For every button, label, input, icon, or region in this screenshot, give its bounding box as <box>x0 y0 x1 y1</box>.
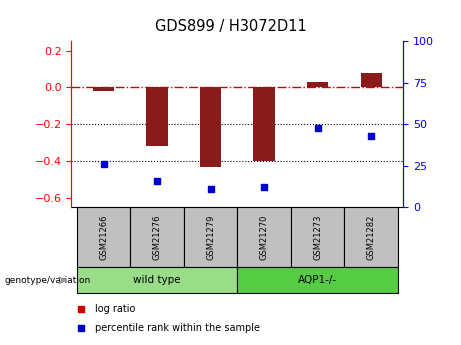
Bar <box>254 87 275 161</box>
Text: GDS899 / H3072D11: GDS899 / H3072D11 <box>154 19 307 34</box>
Bar <box>237 207 291 267</box>
Bar <box>361 73 382 87</box>
Bar <box>77 267 237 293</box>
Point <box>78 306 85 312</box>
Text: log ratio: log ratio <box>95 304 135 314</box>
Bar <box>93 87 114 91</box>
Point <box>78 325 85 331</box>
Text: GSM21276: GSM21276 <box>153 215 162 260</box>
Text: GSM21270: GSM21270 <box>260 215 269 260</box>
Bar <box>200 87 221 167</box>
Bar <box>147 87 168 146</box>
Text: GSM21273: GSM21273 <box>313 215 322 260</box>
Bar <box>291 207 344 267</box>
Point <box>100 161 107 167</box>
Text: wild type: wild type <box>133 275 181 285</box>
Text: percentile rank within the sample: percentile rank within the sample <box>95 323 260 333</box>
Point <box>154 178 161 183</box>
Bar <box>237 267 398 293</box>
Text: genotype/variation: genotype/variation <box>5 276 91 285</box>
Point <box>367 133 375 139</box>
Text: AQP1-/-: AQP1-/- <box>298 275 337 285</box>
Point <box>314 125 321 130</box>
Text: GSM21266: GSM21266 <box>99 215 108 260</box>
Text: GSM21282: GSM21282 <box>367 215 376 260</box>
Point <box>260 184 268 190</box>
Bar <box>77 207 130 267</box>
Bar <box>130 207 184 267</box>
Bar <box>184 207 237 267</box>
Point <box>207 186 214 191</box>
Bar <box>307 82 328 87</box>
Bar <box>344 207 398 267</box>
Text: GSM21279: GSM21279 <box>206 215 215 260</box>
